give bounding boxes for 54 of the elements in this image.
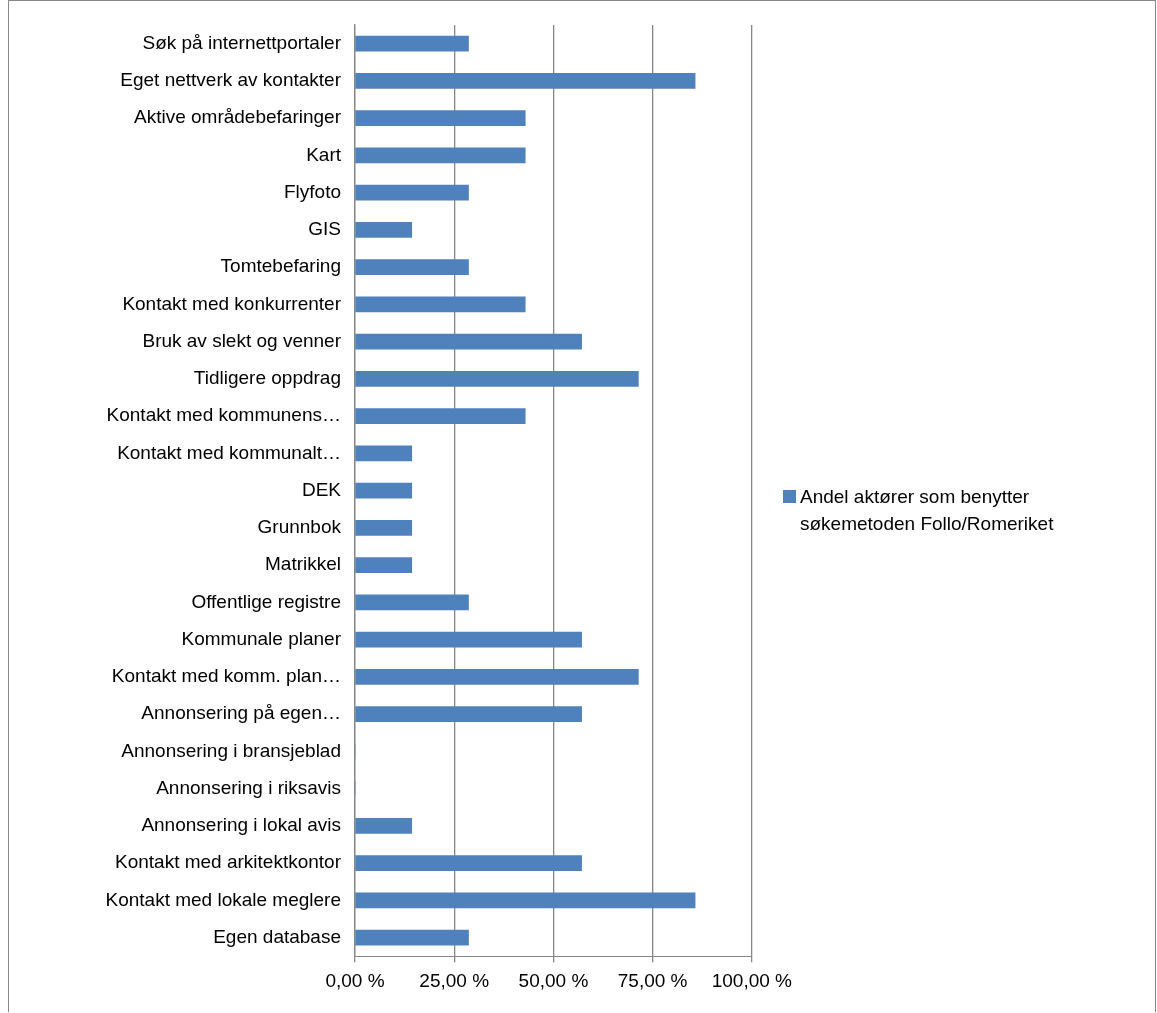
y-tick-label: Annonsering i bransjeblad (121, 739, 341, 761)
y-tick-label: Annonsering i lokal avis (141, 814, 341, 836)
y-tick-label: Kontakt med kommunens… (106, 404, 341, 426)
bar (355, 35, 469, 52)
y-tick-label: Tidligere oppdrag (193, 367, 341, 389)
y-tick-label: Søk på internettportaler (142, 31, 342, 53)
bar (355, 669, 639, 685)
bar (355, 818, 413, 834)
y-tick-label: Kontakt med kommunalt… (117, 441, 341, 463)
y-tick-label: Kontakt med konkurrenter (122, 292, 342, 314)
y-tick-label: Kontakt med komm. plan… (111, 665, 341, 687)
y-tick-label: Matrikkel (264, 553, 341, 575)
legend-label: Andel aktører som benytter søkemetoden Follo/Romeriket (800, 485, 1055, 536)
y-tick-label: Annonsering på egen… (141, 702, 341, 724)
bar (355, 594, 469, 611)
x-tick-label: 25,00 % (419, 969, 490, 991)
y-tick-label: Offentlige registre (191, 590, 341, 612)
bar (355, 184, 469, 201)
bar (355, 408, 526, 424)
bar (355, 520, 413, 536)
x-tick-label: 75,00 % (617, 969, 688, 991)
y-tick-label: DEK (301, 478, 342, 500)
y-tick-label: Kontakt med lokale meglere (105, 888, 341, 910)
bar (355, 557, 413, 573)
y-tick-label: Kommunale planer (181, 627, 342, 649)
bar (355, 371, 639, 387)
bar (355, 73, 696, 89)
x-tick-label: 50,00 % (518, 969, 589, 991)
y-tick-label: Egen database (213, 925, 341, 947)
bar (355, 445, 413, 462)
bar (355, 855, 582, 871)
bar (355, 222, 413, 238)
bar (355, 296, 526, 313)
y-tick-label: Aktive områdebefaringer (134, 106, 342, 128)
x-tick-label: 0,00 % (325, 969, 385, 991)
y-tick-label: Annonsering i riksavis (156, 776, 341, 798)
bar (355, 110, 526, 126)
x-tick-label: 100,00 % (711, 969, 793, 991)
y-tick-label: Bruk av slekt og venner (142, 329, 342, 351)
y-tick-label: Kontakt med arkitektkontor (115, 851, 342, 873)
bar (355, 259, 469, 275)
bar (355, 706, 582, 722)
y-tick-label: Flyfoto (283, 180, 341, 202)
bar (355, 929, 469, 946)
y-tick-label: GIS (308, 218, 341, 240)
bar (355, 892, 696, 909)
bar (355, 147, 526, 164)
y-tick-label: Kart (306, 143, 342, 165)
y-tick-label: Grunnbok (257, 516, 342, 538)
bar (355, 482, 413, 499)
y-tick-label: Tomtebefaring (220, 255, 341, 277)
bar (355, 333, 582, 350)
y-tick-label: Eget nettverk av kontakter (120, 69, 342, 91)
bar (355, 631, 582, 648)
